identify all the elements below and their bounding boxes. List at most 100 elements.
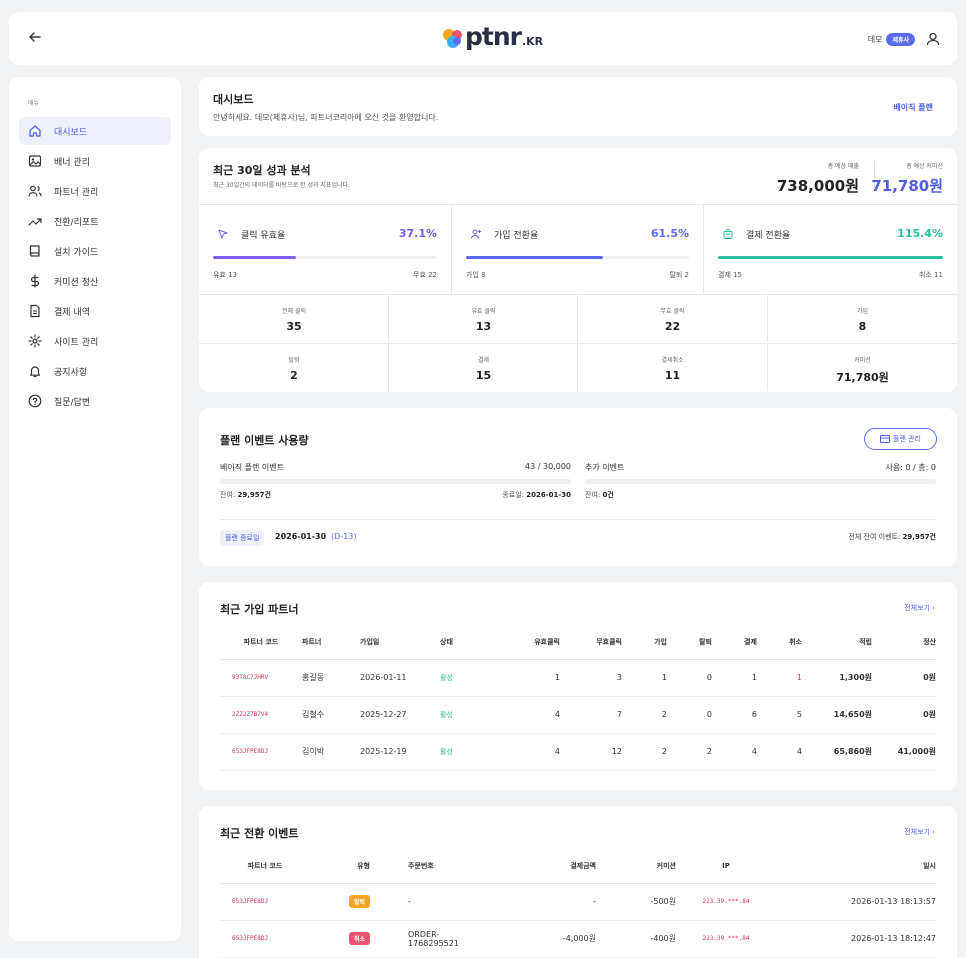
plan-link[interactable]: 베이직 플랜	[893, 103, 933, 112]
status-badge: 활성	[440, 696, 488, 734]
rate-progress	[213, 256, 437, 259]
ip-address: 223.39.***.84	[676, 920, 776, 958]
table-header-row: 파트너 코드 파트너 가입일 상태 유효클릭 무효클릭 가입 탈퇴 결제 취소 …	[220, 626, 936, 660]
bell-icon	[29, 366, 41, 378]
payments: 4	[712, 733, 757, 771]
rate-label: 클릭 유효율	[241, 231, 286, 241]
sidebar-item-site[interactable]: 사이트 관리	[19, 327, 171, 355]
sidebar-item-partners[interactable]: 파트너 관리	[19, 177, 171, 205]
stat-label: 탈퇴	[288, 357, 300, 364]
rate-progress-fill	[466, 256, 604, 259]
dashboard-header: 대시보드 안녕하세요. 데모(제휴사)님, 파트너코리아에 오신 것을 환영합니…	[199, 77, 957, 136]
plan-manage-button[interactable]: 플랜 관리	[864, 428, 937, 450]
commission: -400원	[596, 920, 676, 958]
commission-summary: 총 예상 커미션 71,780원	[871, 161, 943, 196]
stat-value: 13	[475, 320, 492, 333]
column-header: 적립	[802, 626, 872, 660]
table-row[interactable]: 93T8C7JHRV 홍길동 2026-01-11 활성 1 3 1 0 1 1…	[220, 659, 936, 697]
sidebar: 메뉴 대시보드 배너 관리 파트너 관리 전환/리포트 설치 가이드 커미션 정…	[9, 77, 181, 941]
basic-plan-progress	[220, 479, 571, 484]
logo-text: ptnr	[465, 22, 522, 51]
sidebar-item-qna[interactable]: 질문/답변	[19, 387, 171, 415]
column-header: 결제금액	[480, 850, 596, 884]
partner-code[interactable]: 653JFPE8DJ	[220, 733, 302, 771]
extra-event-progress	[585, 479, 936, 484]
extra-remaining-label: 잔여:	[585, 491, 603, 499]
order-number: ORDER-1768295521	[370, 920, 480, 958]
partner-code[interactable]: 93T8C7JHRV	[220, 659, 302, 697]
plan-end-date: 2026-01-30	[275, 532, 327, 541]
sidebar-item-banners[interactable]: 배너 관리	[19, 147, 171, 175]
sidebar-item-label: 파트너 관리	[54, 187, 99, 198]
image-icon	[28, 155, 42, 167]
column-header: 유형	[310, 850, 370, 884]
plan-dday: (D-13)	[331, 532, 357, 541]
invalid-clicks: 12	[560, 733, 622, 771]
stat-label: 결제취소	[661, 357, 684, 364]
stat-label: 가입	[856, 308, 869, 315]
column-header: 가입	[622, 626, 667, 660]
sidebar-item-commission[interactable]: 커미션 정산	[19, 267, 171, 295]
user-icon[interactable]	[925, 31, 941, 47]
welcome-text: 안녕하세요. 데모(제휴사)님, 파트너코리아에 오신 것을 환영합니다.	[213, 113, 439, 122]
plan-usage: 플랜 이벤트 사용량 플랜 관리 베이직 플랜 이벤트 43 / 30,000 …	[199, 408, 957, 566]
analysis-title: 최근 30일 성과 분석	[213, 164, 311, 177]
signups: 1	[622, 659, 667, 697]
rate-label: 가입 전환율	[494, 231, 539, 241]
basic-plan-label: 베이직 플랜 이벤트	[220, 463, 284, 472]
rate-value: 115.4%	[897, 227, 943, 240]
sidebar-item-label: 질문/답변	[54, 397, 91, 408]
stat-total-clicks: 전체 클릭 35	[199, 294, 389, 342]
divider	[874, 161, 875, 191]
partner-name: 김철수	[302, 696, 360, 734]
event-type-badge: 탈퇴	[348, 895, 370, 908]
valid-clicks: 1	[488, 659, 560, 697]
partner-code[interactable]: 2ZZ2Z7B7V4	[220, 696, 302, 734]
dollar-icon	[30, 274, 40, 288]
stat-value: 22	[664, 320, 681, 333]
column-header: 유효클릭	[488, 626, 560, 660]
earned: 1,300원	[802, 659, 872, 697]
table-header-row: 파트너 코드 유형 주문번호 결제금액 커미션 IP 일시	[220, 850, 936, 884]
user-role-badge: 제휴사	[886, 32, 915, 46]
view-all-partners-link[interactable]: 전체보기 ›	[904, 604, 935, 612]
user-name: 데모	[867, 34, 883, 44]
rate-progress	[466, 256, 689, 259]
sidebar-item-reports[interactable]: 전환/리포트	[19, 207, 171, 235]
logo-suffix: .KR	[521, 35, 544, 48]
sidebar-item-label: 전환/리포트	[54, 217, 99, 228]
stat-label: 유효 클릭	[471, 308, 496, 315]
stat-payments: 결제 15	[388, 343, 578, 391]
view-all-events-link[interactable]: 전체보기 ›	[904, 828, 935, 836]
logo[interactable]: ptnr .KR	[442, 22, 544, 51]
sidebar-item-payments[interactable]: 결제 내역	[19, 297, 171, 325]
column-header: 상태	[440, 626, 488, 660]
rate-left-count: 결제 15	[718, 271, 743, 279]
sidebar-item-guide[interactable]: 설치 가이드	[19, 237, 171, 265]
stat-value: 2	[290, 369, 298, 382]
user-plus-icon	[471, 229, 481, 239]
table-row[interactable]: 653JFPE8DJ 김이박 2025-12-19 활성 4 12 2 2 4 …	[220, 733, 936, 771]
user-menu[interactable]: 데모 제휴사	[868, 31, 941, 47]
sidebar-item-notices[interactable]: 공지사항	[19, 357, 171, 385]
sidebar-item-label: 배너 관리	[54, 157, 90, 168]
back-arrow-icon[interactable]	[27, 29, 43, 45]
stat-value: 15	[475, 369, 492, 382]
basic-remaining-label: 잔여:	[220, 491, 238, 499]
table-row[interactable]: 653JFPE8DJ 탈퇴 - - -500원 223.39.***.84 20…	[220, 883, 936, 921]
column-header: 취소	[757, 626, 802, 660]
plan-end-badge: 플랜 종료일	[220, 530, 265, 546]
document-icon	[30, 304, 40, 318]
plan-usage-title: 플랜 이벤트 사용량	[220, 434, 309, 447]
signup-date: 2025-12-19	[360, 733, 440, 771]
table-row[interactable]: 2ZZ2Z7B7V4 김철수 2025-12-27 활성 4 7 2 0 6 5…	[220, 696, 936, 734]
table-row[interactable]: 653JFPE8DJ 취소 ORDER-1768295521 -4,000원 -…	[220, 920, 936, 958]
sidebar-item-dashboard[interactable]: 대시보드	[19, 117, 171, 145]
rate-right-count: 취소 11	[918, 271, 943, 279]
partner-code[interactable]: 653JFPE8DJ	[220, 883, 310, 921]
earned: 14,650원	[802, 696, 872, 734]
extra-remaining: 잔여: 0건	[585, 490, 614, 500]
question-icon	[28, 394, 42, 408]
partner-code[interactable]: 653JFPE8DJ	[220, 920, 310, 958]
signups: 2	[622, 733, 667, 771]
